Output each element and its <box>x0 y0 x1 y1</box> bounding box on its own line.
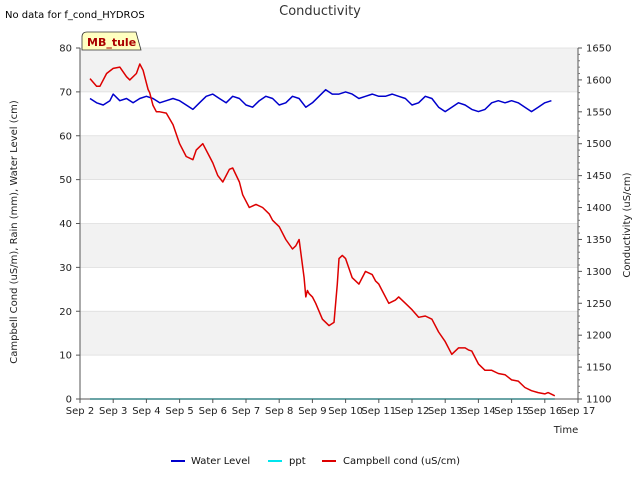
site-badge-box <box>81 31 142 51</box>
y-left-tick-label: 10 <box>59 351 72 362</box>
y-left-tick-label: 60 <box>59 131 72 142</box>
grid-lines <box>80 47 578 400</box>
x-tick-label: Sep 15 <box>494 406 529 417</box>
site-badge: MB_tule <box>81 31 142 51</box>
legend: Water Level ppt Campbell cond (uS/cm) <box>171 456 460 467</box>
y-left-tick-label: 0 <box>66 395 72 406</box>
x-tick-label: Sep 17 <box>561 406 596 417</box>
x-tick-label: Sep 14 <box>461 406 496 417</box>
y-left-tick-label: 30 <box>59 263 72 274</box>
y-right-tick-label: 1450 <box>586 171 611 182</box>
y-right-tick-label: 1650 <box>586 44 611 55</box>
y-right-tick-label: 1100 <box>586 395 611 406</box>
legend-label-ppt: ppt <box>289 456 306 467</box>
x-tick-label: Sep 7 <box>232 406 260 417</box>
plot-band <box>80 135 578 180</box>
legend-label-water-level: Water Level <box>191 456 250 467</box>
legend-label-campbell-cond: Campbell cond (uS/cm) <box>343 456 460 467</box>
y-left-tick-label: 40 <box>59 219 72 230</box>
y-right-tick-label: 1600 <box>586 75 611 86</box>
x-tick-label: Sep 3 <box>99 406 127 417</box>
y-right-tick-label: 1200 <box>586 331 611 342</box>
legend-item-water-level: Water Level <box>171 456 250 467</box>
y-axis-right-label: Conductivity (uS/cm) <box>622 172 633 277</box>
y-left-tick-label: 50 <box>59 175 72 186</box>
plot-band <box>80 311 578 356</box>
legend-item-ppt: ppt <box>268 456 306 467</box>
y-right-tick-label: 1550 <box>586 107 611 118</box>
site-badge-label: MB_tule <box>87 36 136 49</box>
legend-item-campbell-cond: Campbell cond (uS/cm) <box>322 456 460 467</box>
y-axis-left-label: Campbell Cond (uS/m), Rain (mm), Water L… <box>9 100 20 364</box>
y-right-tick-label: 1250 <box>586 299 611 310</box>
x-tick-label: Sep 12 <box>395 406 430 417</box>
x-tick-label: Sep 8 <box>265 406 293 417</box>
y-right-tick-label: 1350 <box>586 235 611 246</box>
x-axis-label: Time <box>553 425 578 436</box>
plot-band <box>80 48 578 92</box>
y-right-tick-label: 1300 <box>586 267 611 278</box>
y-left-tick-label: 70 <box>59 87 72 98</box>
x-tick-label: Sep 11 <box>361 406 396 417</box>
y-right-tick-label: 1500 <box>586 139 611 150</box>
axis-ticks: 0 10 20 30 40 50 60 70 80 1100 1150 1200 1250 1300 135… <box>59 44 611 418</box>
series-line-water-level <box>89 88 552 113</box>
y-right-tick-label: 1400 <box>586 203 611 214</box>
x-tick-label: Sep 9 <box>298 406 326 417</box>
y-left-tick-label: 20 <box>59 307 72 318</box>
plot-band <box>80 223 578 268</box>
chart-title: Conductivity <box>279 4 361 19</box>
x-tick-label: Sep 13 <box>428 406 463 417</box>
y-right-tick-label: 1150 <box>586 363 611 374</box>
series-line-campbell-cond-us-cm <box>89 63 556 397</box>
x-tick-label: Sep 5 <box>165 406 193 417</box>
x-tick-label: Sep 4 <box>132 406 160 417</box>
x-tick-label: Sep 2 <box>66 406 94 417</box>
y-left-tick-label: 80 <box>59 44 72 55</box>
x-tick-label: Sep 16 <box>527 406 562 417</box>
x-tick-label: Sep 6 <box>199 406 227 417</box>
x-tick-label: Sep 10 <box>328 406 363 417</box>
no-data-note: No data for f_cond_HYDROS <box>5 10 145 21</box>
